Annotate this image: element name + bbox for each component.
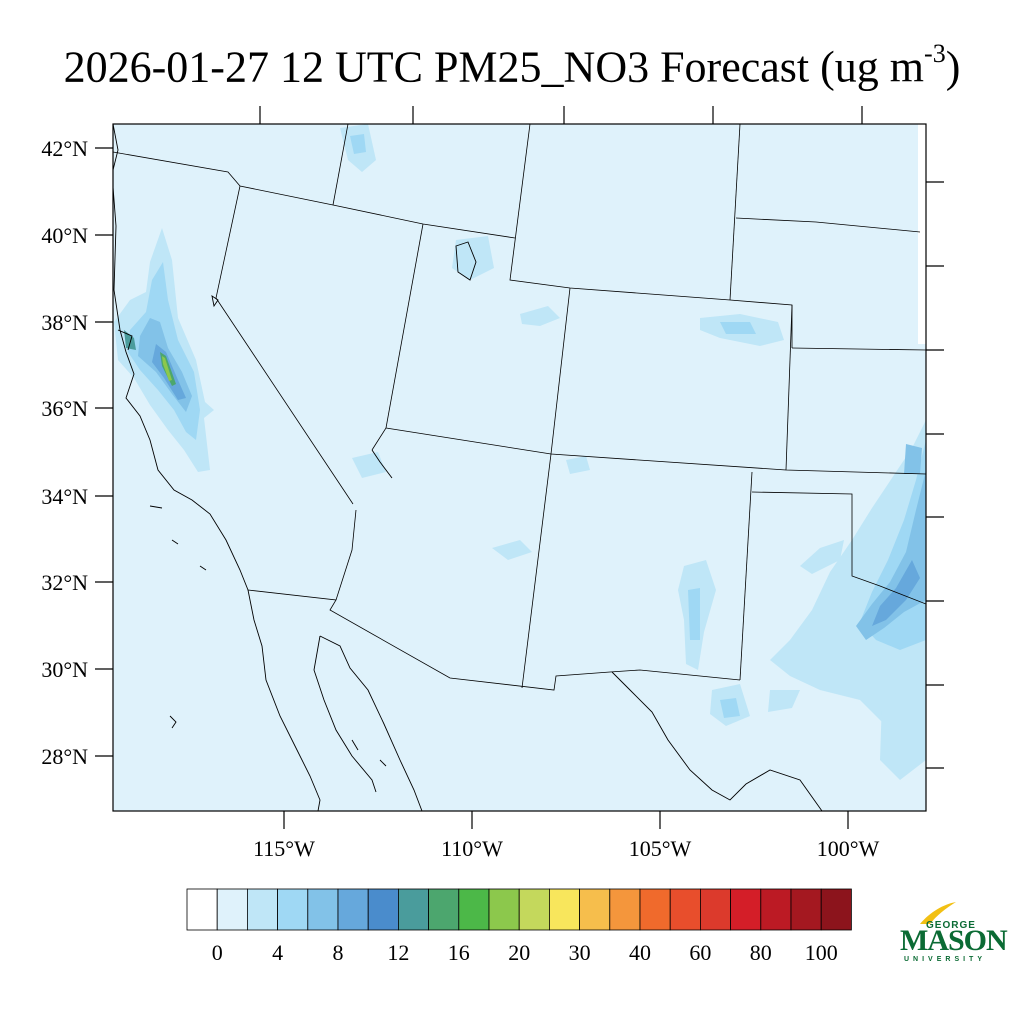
title-close: ) [945,42,961,92]
lon-label: 100°W [817,836,880,861]
longitude-labels: 115°W 110°W 105°W 100°W [253,836,879,861]
map-background [113,124,926,811]
colorbar-cell [367,888,399,931]
concentration-shading-central-valley [114,228,214,472]
gmu-logo: GEORGE MASON UNIVERSITY [896,898,1008,968]
colorbar-cell [428,888,460,931]
lon-label: 115°W [253,836,315,861]
colorbar-label: 4 [272,940,283,965]
colorbar-cell [820,888,852,931]
lat-label: 38°N [41,310,88,335]
colorbar-label: 30 [569,940,591,965]
colorbar-cell [246,888,278,931]
lat-label: 42°N [41,136,88,161]
colorbar-cell [700,888,732,931]
colorbar-label: 12 [387,940,409,965]
lat-label: 30°N [41,657,88,682]
colorbar-cell [579,888,611,931]
lat-label: 40°N [41,223,88,248]
colorbar-cell [518,888,550,931]
map-panel [113,124,926,811]
colorbar-cell [307,888,339,931]
colorbar-cell [216,888,248,931]
colorbar-cell [669,888,701,931]
colorbar-cell [397,888,429,931]
colorbar-cell [730,888,762,931]
map-frame [112,123,927,812]
colorbar-cell [277,888,309,931]
state-boundaries [113,124,926,691]
lat-label: 34°N [41,484,88,509]
colorbar-label: 40 [629,940,651,965]
color-bar: 0 4 8 12 16 20 30 40 60 80 100 [186,888,852,965]
colorbar-cell [549,888,581,931]
colorbar-cell [337,888,369,931]
colorbar-cell [609,888,641,931]
colorbar-label: 60 [689,940,711,965]
colorbar-label: 20 [508,940,530,965]
colorbar-label: 80 [750,940,772,965]
colorbar-label: 8 [333,940,344,965]
lat-label: 32°N [41,570,88,595]
colorbar-cell [760,888,792,931]
colorbar-cell [488,888,520,931]
colorbar-cell [790,888,822,931]
logo-line-2: MASON [900,924,1008,957]
title-superscript: -3 [924,39,946,68]
logo-line-3: UNIVERSITY [904,956,987,963]
title-main: 2026-01-27 12 UTC PM25_NO3 Forecast (ug … [63,42,925,92]
colorbar-label: 16 [448,940,470,965]
lat-label: 36°N [41,396,88,421]
colorbar-label: 100 [805,940,838,965]
colorbar-cell [458,888,490,931]
coastline [113,124,823,811]
lon-label: 110°W [441,836,503,861]
lat-label: 28°N [41,744,88,769]
no-data-strip [918,124,926,344]
lon-label: 105°W [629,836,692,861]
axis-ticks [95,106,944,829]
logo-line-1: GEORGE [926,920,976,931]
colorbar-label: 0 [212,940,223,965]
colorbar-cell [639,888,671,931]
logo-swoosh-icon [920,902,956,924]
latitude-labels: 42°N 40°N 38°N 36°N 34°N 32°N 30°N 28°N [41,136,88,769]
colorbar-cell [186,888,218,931]
map-title: 2026-01-27 12 UTC PM25_NO3 Forecast (ug … [0,28,1024,98]
